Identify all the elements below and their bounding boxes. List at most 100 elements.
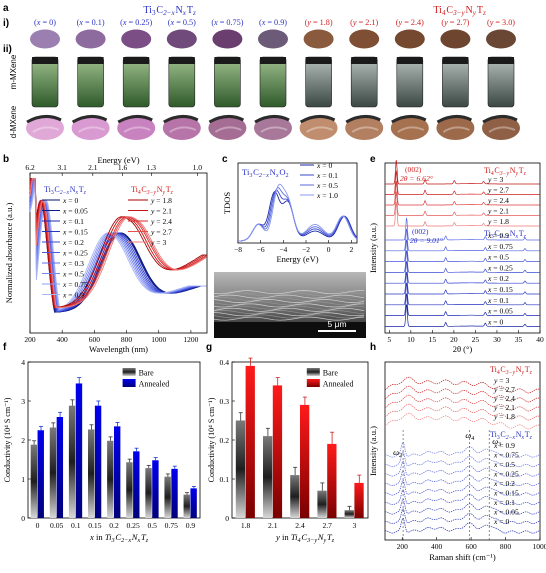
x-tick-label: 2 [349,245,353,254]
m-mxene-label: m-MXene [9,54,18,89]
ti3-raman-spectrum [384,451,541,468]
ti3-peak-label: (002) [412,227,429,236]
sample-label-9: (y = 2.7) [441,18,469,27]
legend-ti4-entry: y = 2.4 [150,217,172,226]
ti3-raman-spectrum [384,470,541,487]
d-mxene-vial [259,56,287,108]
film-edge [208,115,245,124]
d-mxene-film [117,116,156,140]
d-mxene-film [436,116,475,140]
panel-g-chart: 0 0.1 0.2 0.3 0.4 1.8 2.1 2.4 2.7 3 Bare Annealed Co… [207,357,369,544]
x-tick-label: 0.75 [165,521,178,530]
x-tick-label: 200 [24,335,36,344]
sem-layer [213,307,365,312]
x-tick-label: 0 [36,521,40,530]
bare-bar [290,475,300,518]
annealed-bar [190,488,197,518]
film-sheen [214,126,242,133]
top-axis-label: Energy (eV) [97,155,139,165]
vial-cap [214,57,241,64]
ti3-xrd-pattern [385,282,540,306]
x-tick-label: 0.15 [88,521,101,530]
x-tick-label: 15 [429,335,437,344]
panel-e-label: e [370,154,376,165]
film-edge [117,115,153,124]
annealed-bar [300,404,310,518]
ti3-entry-label: x = 0.9 [487,231,509,240]
legend-ti4-title: Ti4 C3−y Ny Tz [131,185,174,196]
bare-bar [88,429,95,518]
legend-ti3-entry: x = 0.1 [62,217,84,226]
top-tick-label: 1.3 [147,163,157,172]
ti4-xrd-pattern [385,160,540,185]
ti3-entry-label: x = 0.5 [493,460,515,469]
x-axis-label: Raman shift (cm⁻¹) [429,552,496,562]
film-sheen [169,126,197,133]
annealed-bar [272,385,283,518]
d-mxene-film [482,116,520,140]
vial-cap [260,57,286,64]
legend-ti4-entry: y = 3 [150,238,166,247]
film-edge [436,115,473,124]
x-tick-label: 0.1 [71,521,81,530]
ti3-entry-label: x = 0.5 [487,253,509,262]
tdos-curve [238,189,358,242]
x-tick-label: 20 [450,335,458,344]
ti3-angle-label: 2θ = 9.01° [410,236,443,245]
sample-label-6: (y = 1.8) [305,18,333,27]
film-sheen [123,126,151,133]
top-tick-label: 6.2 [25,163,35,172]
top-tick-label: 1.0 [193,163,203,172]
x-tick-label: 2.4 [295,521,305,530]
y-axis-label: Conductivity (10⁴ S cm⁻¹) [207,397,216,482]
ti3-entry-label: x = 0.1 [493,498,515,507]
y-tick-label: 3 [21,397,25,406]
film-edge [299,115,336,124]
ti4-absorbance-curve [29,177,207,309]
ti3-entry-label: x = 0.2 [487,274,509,283]
panel-f-label: f [3,342,7,353]
x-axis-label: x in Ti3 C2−x Nx Tz [89,532,149,544]
ti3-entry-label: x = 0.2 [493,479,515,488]
bare-bar [235,420,246,518]
ti4-title: Ti4 C3−y Ny Tz [490,365,533,376]
legend-entry: x = 0.5 [316,181,338,190]
film-sheen [78,126,105,133]
panel-a-ti3-title: Ti3 C2−x Nx Tz [143,5,196,17]
ti3-entry-label: x = 0.25 [487,263,513,272]
y-axis-label: Normalized absorbance (a.u.) [4,203,14,304]
x-tick-label: 400 [57,335,69,344]
ti4-xrd-pattern [385,191,540,216]
vial-cap [77,57,104,64]
ti3-title: Ti3 C2−x Nx Tz [490,430,533,441]
x-tick-label: 2.7 [322,521,332,530]
x-tick-label: 2.1 [268,521,278,530]
m-mxene-disc [30,29,60,49]
ti3-raman-spectrum [384,498,541,515]
x-tick-label: 1200 [183,335,198,344]
sem-layer [213,292,365,297]
sample-label-7: (y = 2.1) [350,18,378,27]
ti4-entry-label: y = 2.4 [487,196,509,205]
bare-bar [145,468,152,518]
sem-substrate [214,322,366,338]
m-mxene-disc [486,29,516,49]
bare-bar [107,440,114,518]
ti4-xrd-pattern [385,181,540,206]
x-axis-label: y in Ti4 C3−y Ny Tz [275,532,335,544]
legend-ti3-entry: x = 0.75 [62,280,88,289]
ti3-entry-label: x = 0.1 [487,296,509,305]
ti3-entry-label: x = 0 [487,317,503,326]
m-mxene-disc [212,29,243,49]
annealed-bar [327,443,337,518]
d-mxene-vial [122,56,150,108]
ti3-xrd-pattern [385,271,540,295]
mode-label: ω3 [492,437,501,448]
film-edge [71,115,108,124]
mode-label: ω4 [465,431,474,442]
d-mxene-film [299,116,338,140]
ti4-raman-spectrum [384,412,541,430]
d-mxene-vial [487,56,515,108]
annealed-bar [56,416,64,518]
